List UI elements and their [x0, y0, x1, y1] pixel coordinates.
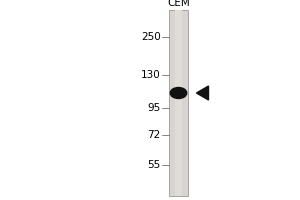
Text: 95: 95 — [147, 103, 161, 113]
Text: 55: 55 — [147, 160, 161, 170]
Text: 72: 72 — [147, 130, 161, 140]
Text: CEM: CEM — [167, 0, 190, 8]
Ellipse shape — [170, 88, 187, 98]
FancyBboxPatch shape — [169, 10, 188, 196]
Text: 250: 250 — [141, 32, 160, 42]
Text: 130: 130 — [141, 70, 160, 80]
Polygon shape — [196, 86, 208, 100]
FancyBboxPatch shape — [175, 10, 182, 196]
